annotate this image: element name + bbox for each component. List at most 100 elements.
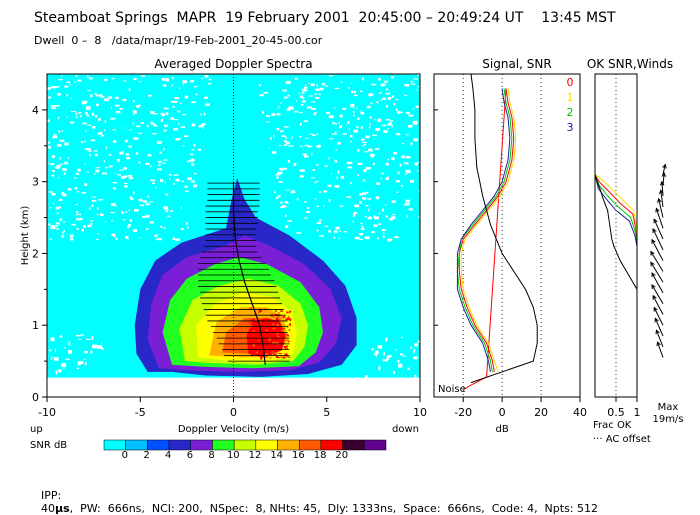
noise-speckle [178, 87, 181, 90]
core-speckle [285, 345, 288, 348]
noise-speckle [384, 204, 387, 206]
core-speckle [272, 351, 274, 354]
noise-speckle [50, 337, 55, 342]
snr-series-0 [458, 88, 515, 391]
noise-speckle [353, 129, 358, 133]
noise-speckle [150, 111, 155, 114]
core-speckle [269, 354, 273, 356]
noise-speckle [197, 148, 202, 151]
noise-speckle [47, 87, 51, 90]
noise-speckle [311, 108, 316, 110]
colorbar-swatch [298, 439, 322, 451]
noise-speckle [360, 227, 365, 231]
noise-speckle [187, 177, 192, 181]
noise-speckle [399, 353, 404, 356]
core-speckle [272, 323, 275, 326]
noise-speckle [48, 223, 51, 226]
noise-speckle [279, 167, 284, 171]
core-speckle [252, 330, 255, 333]
noise-speckle [399, 163, 402, 167]
noise-speckle [372, 162, 376, 166]
noise-speckle [135, 152, 139, 155]
noise-speckle [124, 236, 129, 239]
noise-speckle [113, 235, 116, 238]
noise-speckle [87, 124, 92, 126]
noise-speckle [200, 113, 202, 116]
core-speckle [278, 353, 282, 355]
noise-speckle [132, 228, 138, 232]
noise-speckle [190, 80, 195, 83]
x-tick-label: 0 [230, 406, 237, 419]
core-speckle [276, 324, 279, 327]
noise-speckle [173, 183, 176, 185]
noise-speckle [110, 106, 113, 110]
noise-speckle [409, 179, 414, 183]
noise-speckle [128, 88, 131, 91]
noise-speckle [156, 140, 162, 144]
noise-speckle [417, 161, 420, 164]
noise-speckle [285, 214, 287, 217]
noise-speckle [376, 101, 379, 104]
noise-speckle [333, 107, 336, 109]
legend-entry-2: 2 [567, 106, 574, 119]
noise-speckle [164, 124, 169, 128]
wind-vector [657, 341, 664, 358]
noise-speckle [85, 107, 91, 110]
noise-speckle [377, 345, 383, 349]
noise-speckle [116, 173, 121, 176]
wind-vector [662, 173, 665, 186]
wind-arrowhead [654, 317, 659, 323]
noise-speckle [410, 83, 416, 85]
noise-speckle [336, 141, 341, 145]
noise-speckle [78, 169, 80, 172]
noise-speckle [198, 125, 203, 128]
core-speckle [258, 321, 261, 324]
noise-speckle [82, 122, 87, 125]
noise-speckle [63, 367, 65, 370]
noise-speckle [113, 140, 116, 143]
noise-speckle [350, 135, 353, 138]
core-speckle [274, 310, 277, 313]
noise-speckle [67, 157, 70, 160]
noise-speckle [114, 172, 116, 175]
noise-speckle [79, 115, 82, 118]
core-speckle [268, 338, 271, 341]
noise-speckle [132, 113, 135, 116]
x-tick-label: 5 [323, 406, 330, 419]
frac-ok-title: OK SNR,Winds [587, 57, 673, 71]
noise-speckle [184, 95, 189, 99]
noise-speckle [335, 149, 338, 151]
noise-speckle [401, 143, 404, 145]
noise-speckle [105, 146, 107, 149]
noise-speckle [302, 100, 306, 103]
core-speckle [286, 355, 288, 358]
noise-speckle [161, 77, 166, 81]
noise-speckle [66, 94, 69, 97]
noise-speckle [64, 161, 69, 165]
noise-speckle [49, 163, 55, 166]
noise-speckle [413, 348, 416, 353]
noise-speckle [402, 355, 406, 357]
noise-speckle [58, 79, 63, 81]
noise-speckle [363, 169, 367, 172]
noise-speckle [177, 110, 181, 113]
core-speckle [251, 328, 253, 330]
noise-speckle [385, 162, 390, 166]
noise-speckle [350, 141, 352, 143]
noise-speckle [66, 116, 68, 119]
noise-speckle [300, 145, 303, 148]
noise-speckle [107, 96, 113, 99]
noise-speckle [151, 133, 157, 135]
noise-speckle [75, 75, 78, 77]
noise-speckle [374, 148, 380, 150]
noise-speckle [75, 334, 81, 337]
noise-speckle [395, 180, 400, 183]
snr-x-tick-label: -20 [454, 406, 472, 419]
noise-speckle [95, 103, 99, 107]
noise-speckle [274, 173, 280, 176]
noise-speckle [348, 128, 350, 131]
noise-speckle [354, 204, 360, 208]
core-speckle [285, 318, 288, 321]
noise-speckle [133, 209, 139, 212]
noise-speckle [191, 163, 195, 166]
